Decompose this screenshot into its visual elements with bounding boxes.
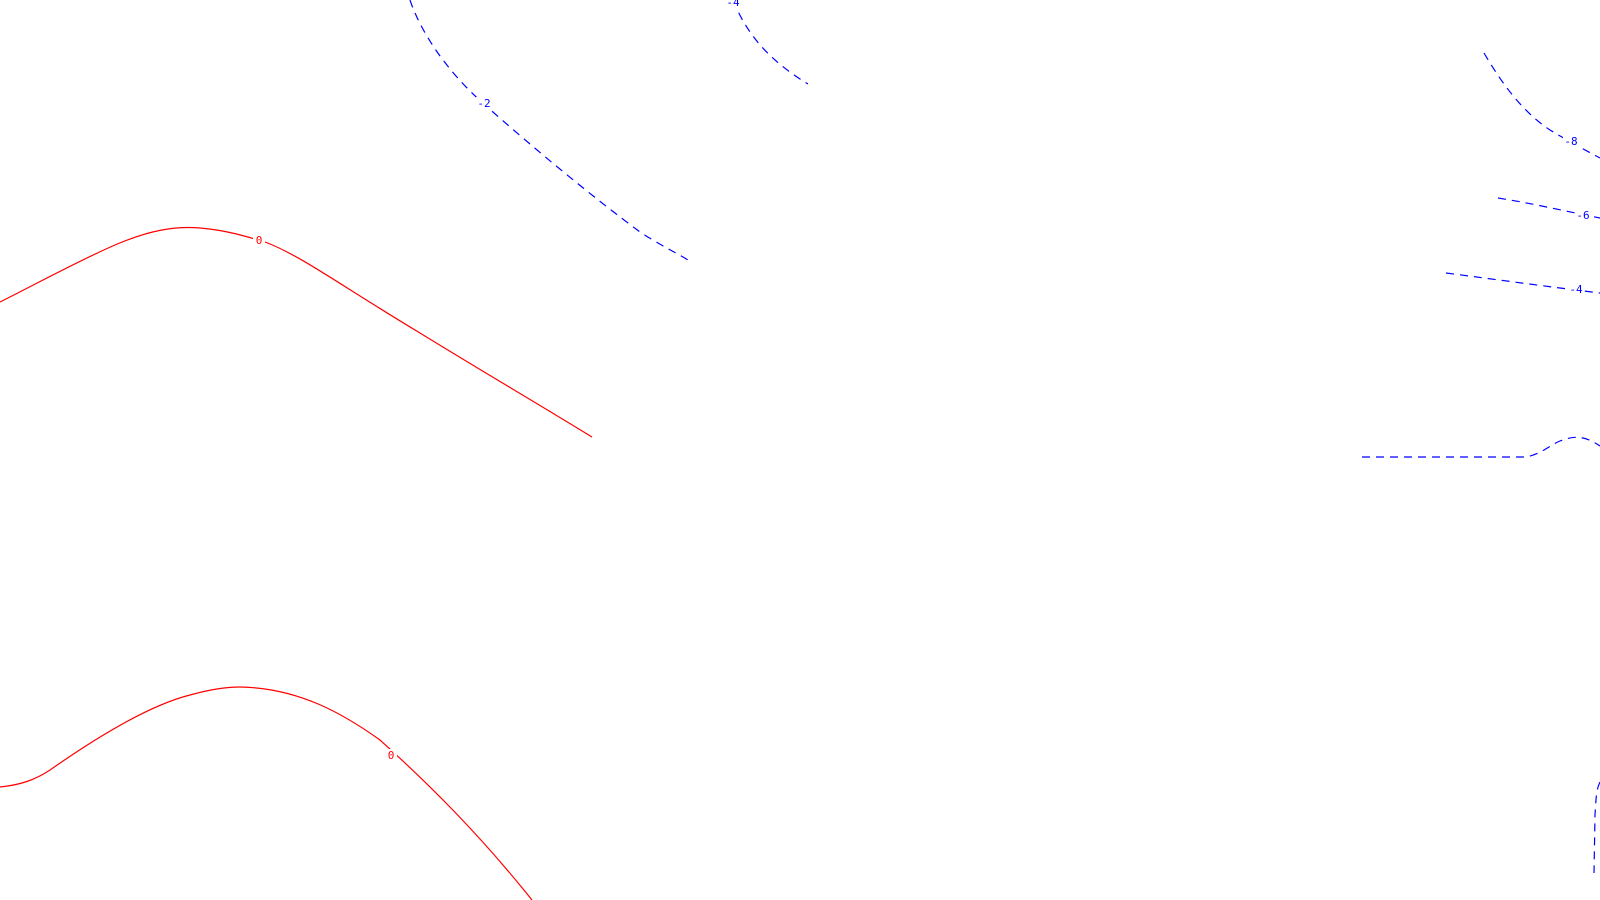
contour-line-neg-right-bottom: [1593, 781, 1600, 874]
contour-label-bg: [724, 0, 738, 8]
contour-line-zero-a: [0, 226, 593, 438]
contour-label-neg-6: -6: [1576, 209, 1589, 222]
contour-label-bg: [1563, 135, 1579, 147]
contour-label-bg: [385, 749, 397, 761]
contour-line-neg-2-upper: [409, 0, 689, 261]
contour-label-bg: [253, 234, 265, 246]
contour-line-zero-b: [0, 686, 533, 900]
contour-line-neg-right-mid: [1362, 436, 1600, 458]
contour-line-neg-4-right: [1445, 272, 1600, 294]
contour-label-zero-b: 0: [388, 749, 395, 762]
contour-line-neg-4-upper: [732, 0, 809, 85]
contour-label-zero-a: 0: [256, 234, 263, 247]
contour-label-bg: [476, 97, 490, 109]
contour-line-neg-8-right: [1483, 52, 1600, 159]
contour-label-neg-4-top: -4: [726, 0, 740, 9]
contour-label-neg-2: -2: [477, 97, 490, 110]
contour-label-neg-4-right: -4: [1569, 283, 1583, 296]
contour-label-neg-8: -8: [1564, 135, 1577, 148]
contour-label-bg: [1568, 283, 1584, 295]
contour-label-bg: [1575, 209, 1591, 221]
